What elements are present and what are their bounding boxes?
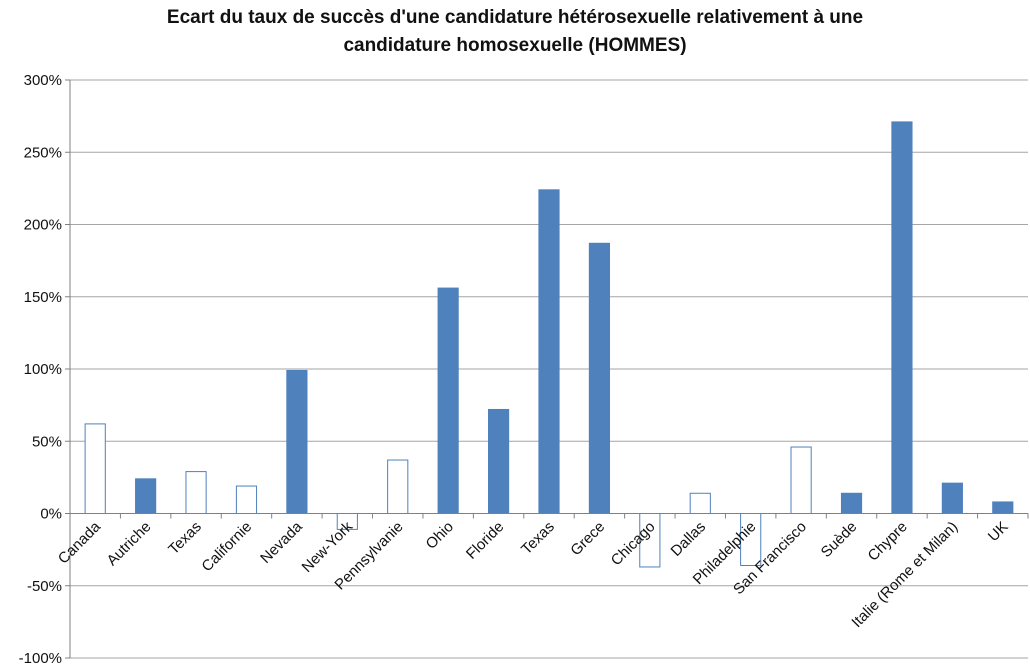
bar [487,408,510,514]
bar [840,492,863,514]
bar [790,446,812,514]
category-label: Chypre [865,518,911,564]
bar [437,287,459,514]
y-tick-label: 0% [40,506,62,523]
category-label: Californie [198,518,255,575]
y-tick-label: 100% [24,361,62,378]
category-label: Suède [818,518,861,561]
bar [538,189,560,514]
y-axis-ticks: -100% -50% 0% 50% 100% 150% 200% 250% 300% [19,72,70,667]
category-label: UK [985,518,1012,545]
category-label: Autriche [104,518,155,569]
y-tick-label: 300% [24,72,62,89]
category-label: Floride [463,518,507,562]
category-label: Texas [165,518,205,558]
category-label: Dallas [668,518,709,559]
bar [941,482,963,514]
category-label: Canada [55,518,105,568]
bar [387,459,409,515]
bar [891,121,913,514]
y-tick-label: 200% [24,217,62,234]
category-label: Ohio [423,518,457,552]
bars [84,121,1014,568]
bar [286,369,308,514]
chart-title-line-1: Ecart du taux de succès d'une candidatur… [166,7,864,28]
bar [689,492,711,514]
bar [588,242,611,514]
y-tick-label: 50% [32,433,62,450]
bar [235,485,258,515]
axes [69,80,1029,658]
category-label: Nevada [257,518,306,567]
category-label: Texas [518,518,558,558]
bar [992,501,1014,515]
y-tick-label: -50% [27,578,62,595]
chart-title-line-2: candidature homosexuelle (HOMMES) [343,35,687,56]
y-tick-label: -100% [19,650,62,667]
bar [185,471,207,514]
bar [135,478,157,515]
category-label: Grece [567,518,608,559]
bar [84,423,106,514]
y-tick-label: 250% [24,144,62,161]
y-tick-label: 150% [24,289,62,306]
chart-title: Ecart du taux de succès d'une candidatur… [0,4,1030,60]
